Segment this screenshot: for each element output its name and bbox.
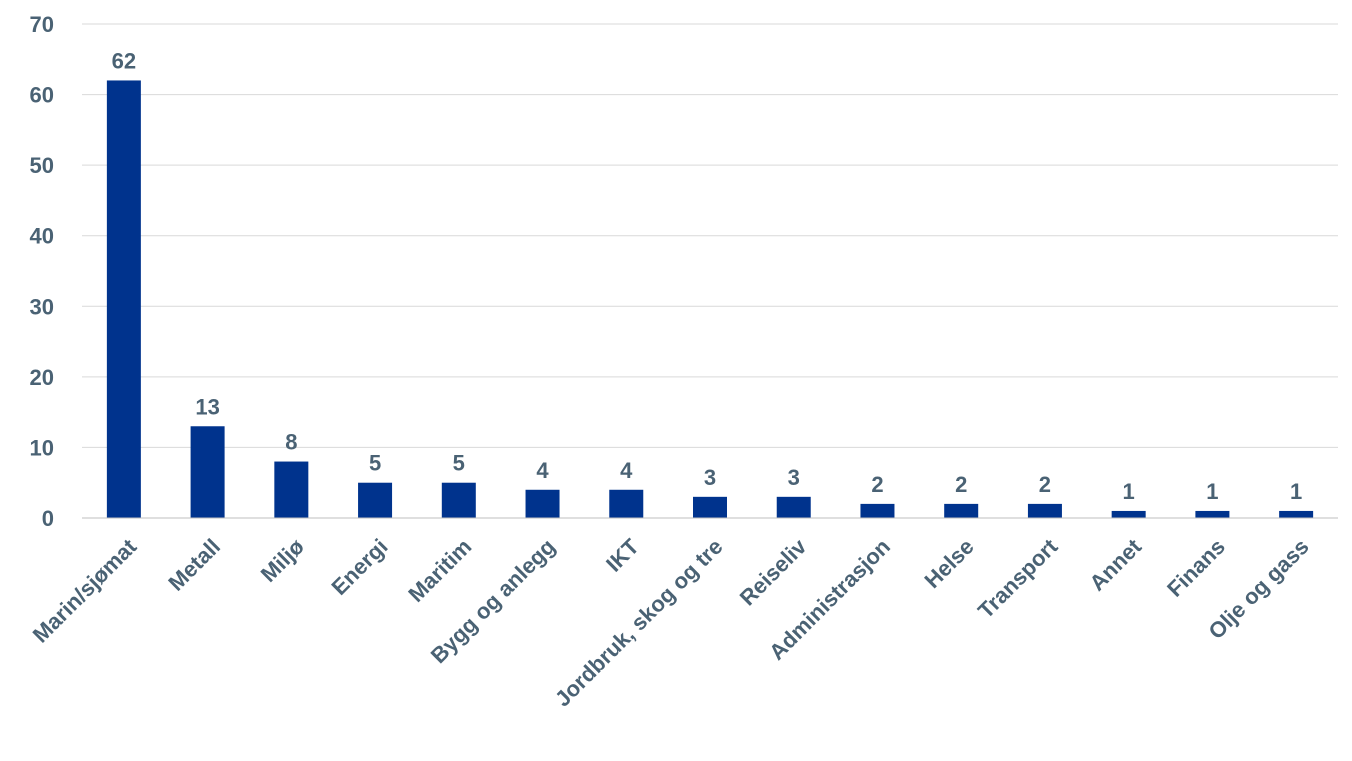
data-label: 62 — [112, 48, 136, 73]
x-tick-label: Maritim — [403, 534, 476, 607]
data-label: 8 — [285, 430, 297, 455]
bar — [441, 482, 476, 518]
data-label: 2 — [955, 472, 967, 497]
x-tick-label: Finans — [1162, 534, 1230, 602]
bar — [274, 461, 309, 518]
x-tick-label: IKT — [601, 533, 644, 576]
y-tick-label: 10 — [30, 435, 54, 460]
bar — [1111, 510, 1146, 518]
x-tick-label: Transport — [973, 533, 1063, 623]
data-label: 1 — [1123, 479, 1135, 504]
data-label: 4 — [620, 458, 633, 483]
bar — [525, 489, 560, 518]
data-label: 1 — [1290, 479, 1302, 504]
x-tick-label: Miljø — [256, 533, 310, 587]
bar — [106, 80, 141, 518]
y-tick-label: 0 — [42, 506, 54, 531]
y-tick-label: 30 — [30, 294, 54, 319]
y-tick-label: 40 — [30, 224, 54, 249]
y-tick-label: 20 — [30, 365, 54, 390]
x-tick-label: Reiseliv — [735, 533, 812, 610]
data-label: 5 — [453, 451, 465, 476]
bar — [1027, 503, 1062, 518]
data-label: 3 — [704, 465, 716, 490]
data-label: 2 — [1039, 472, 1051, 497]
data-labels: 62 13 8 5 5 4 4 3 3 2 2 2 1 1 1 — [112, 48, 1303, 503]
x-tick-label: Marin/sjømat — [28, 533, 142, 647]
x-axis: Marin/sjømat Metall Miljø Energi MaritimBygg… — [28, 517, 1338, 712]
bar — [860, 503, 895, 518]
bar — [693, 496, 727, 518]
x-tick-label: Jordbruk, skog og tre — [550, 534, 728, 712]
data-label: 5 — [369, 451, 381, 476]
y-tick-label: 70 — [30, 12, 54, 37]
bar — [944, 503, 979, 518]
data-label: 13 — [195, 394, 219, 419]
bar — [1279, 510, 1314, 518]
bar — [190, 426, 225, 518]
data-label: 4 — [536, 458, 549, 483]
x-tick-label: Helse — [920, 534, 979, 593]
data-label: 1 — [1206, 479, 1218, 504]
gridlines — [82, 23, 1338, 448]
bar — [1195, 510, 1230, 518]
bars — [106, 80, 1314, 518]
x-tick-label: Annet — [1084, 533, 1146, 595]
x-tick-label: Metall — [163, 534, 225, 596]
data-label: 3 — [788, 465, 800, 490]
data-label: 2 — [871, 472, 883, 497]
x-tick-label: Energi — [327, 534, 393, 600]
bar — [609, 489, 644, 518]
bar — [776, 496, 811, 518]
y-axis: 0 10 20 30 40 50 60 70 — [30, 12, 54, 531]
y-tick-label: 50 — [30, 153, 54, 178]
bar — [358, 482, 393, 518]
y-tick-label: 60 — [30, 83, 54, 108]
